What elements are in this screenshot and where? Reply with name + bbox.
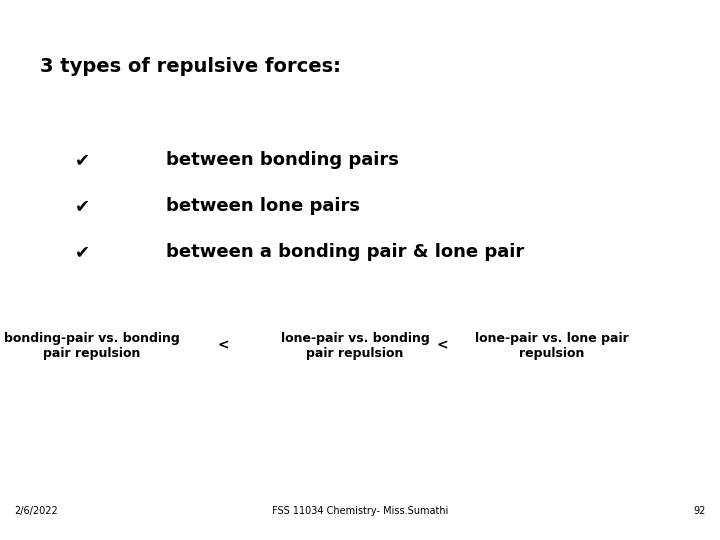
Text: 92: 92	[693, 505, 706, 516]
Text: <: <	[437, 339, 449, 353]
Text: 3 types of repulsive forces:: 3 types of repulsive forces:	[40, 57, 341, 76]
Text: lone-pair vs. lone pair
repulsion: lone-pair vs. lone pair repulsion	[475, 332, 629, 360]
Text: <: <	[217, 339, 229, 353]
Text: between lone pairs: between lone pairs	[166, 197, 359, 215]
Text: 2/6/2022: 2/6/2022	[14, 505, 58, 516]
Text: between bonding pairs: between bonding pairs	[166, 151, 398, 169]
Text: lone-pair vs. bonding
pair repulsion: lone-pair vs. bonding pair repulsion	[281, 332, 430, 360]
Text: between a bonding pair & lone pair: between a bonding pair & lone pair	[166, 243, 524, 261]
Text: bonding-pair vs. bonding
pair repulsion: bonding-pair vs. bonding pair repulsion	[4, 332, 179, 360]
Text: ✔: ✔	[75, 197, 91, 215]
Text: FSS 11034 Chemistry- Miss.Sumathi: FSS 11034 Chemistry- Miss.Sumathi	[272, 505, 448, 516]
Text: ✔: ✔	[75, 151, 91, 169]
Text: ✔: ✔	[75, 243, 91, 261]
